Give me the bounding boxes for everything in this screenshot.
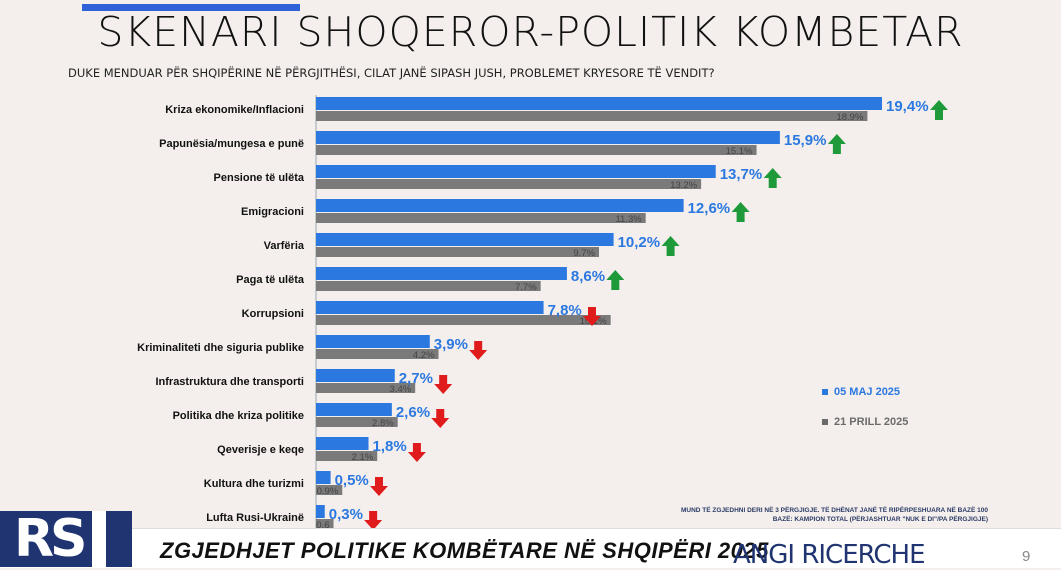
bar-previous	[316, 383, 416, 393]
category-label: Papunësia/mungesa e punë	[159, 138, 304, 150]
bar-chart: Kriza ekonomike/Inflacioni 18.9% 19,4% Papu…	[137, 95, 948, 530]
bar-previous	[316, 145, 757, 155]
bar-current	[316, 471, 331, 484]
data-label-current: 2,7%	[399, 370, 433, 387]
data-label-current: 19,4%	[886, 98, 929, 115]
bar-current	[316, 301, 544, 314]
bar-current	[316, 437, 369, 450]
trend-up-arrow-icon	[606, 270, 625, 290]
bar-current	[316, 131, 780, 144]
trend-down-arrow-icon	[364, 511, 383, 530]
bar-previous	[316, 179, 702, 189]
data-label-previous: 4.2%	[413, 350, 435, 361]
bar-previous	[316, 485, 343, 495]
methodology-note-line2: BAZË: KAMPION TOTAL (PËRJASHTUAR "NUK E …	[772, 516, 988, 523]
page-title: SKENARI SHOQEROR-POLITIK KOMBETAR	[97, 8, 964, 56]
bar-current	[316, 369, 395, 382]
category-label: Korrupsioni	[242, 308, 304, 320]
bar-previous	[316, 281, 541, 291]
trend-down-arrow-icon	[582, 307, 601, 326]
data-label-previous: 0.9%	[317, 486, 339, 497]
data-label-previous: 7.7%	[515, 282, 537, 293]
trend-up-arrow-icon	[731, 202, 750, 222]
bar-previous	[316, 315, 611, 325]
bar-current	[316, 267, 567, 280]
bar-previous	[316, 247, 599, 257]
data-label-current: 10,2%	[618, 234, 661, 251]
bar-current	[316, 97, 882, 110]
data-label-current: 0,3%	[329, 506, 363, 523]
data-label-current: 0,5%	[335, 472, 369, 489]
bar-current	[316, 199, 684, 212]
legend-previous-label: 21 PRILL 2025	[834, 416, 909, 428]
data-label-current: 12,6%	[688, 200, 731, 217]
category-label: Politika dhe kriza politike	[173, 410, 304, 422]
footer-title: ZGJEDHJET POLITIKE KOMBËTARE NË SHQIPËRI…	[160, 538, 769, 563]
data-label-current: 1,8%	[373, 438, 407, 455]
data-label-previous: 18.9%	[836, 112, 863, 123]
trend-down-arrow-icon	[369, 477, 388, 496]
category-label: Infrastruktura dhe transporti	[155, 376, 304, 388]
data-label-previous: 3.4%	[390, 384, 412, 395]
category-label: Pensione të ulëta	[214, 172, 305, 184]
trend-down-arrow-icon	[434, 375, 453, 394]
legend-current-swatch	[822, 389, 828, 396]
bar-previous	[316, 519, 334, 529]
bar-previous	[316, 213, 646, 223]
legend-current-label: 05 MAJ 2025	[834, 386, 901, 398]
data-label-current: 15,9%	[784, 132, 827, 149]
legend-previous-swatch	[822, 419, 828, 426]
trend-up-arrow-icon	[827, 134, 846, 154]
legend-current: 05 MAJ 2025	[822, 386, 900, 398]
footer-bar	[0, 528, 1061, 568]
data-label-previous: 13.2%	[670, 180, 697, 191]
trend-up-arrow-icon	[930, 100, 948, 120]
methodology-note-line1: MUND TË ZGJEDHNI DERI NË 3 PËRGJIGJE. TË…	[681, 507, 988, 514]
trend-down-arrow-icon	[469, 341, 488, 360]
data-label-current: 7,8%	[548, 302, 582, 319]
survey-question: DUKE MENDUAR PËR SHQIPËRINE NË PËRGJITHË…	[68, 66, 715, 80]
category-label: Qeverisje e keqe	[217, 444, 304, 456]
bar-current	[316, 165, 716, 178]
rs-logo: RS	[0, 511, 132, 567]
trend-down-arrow-icon	[407, 443, 426, 462]
category-label: Kultura dhe turizmi	[204, 478, 304, 490]
data-label-previous: 2.8%	[372, 418, 394, 429]
bar-current	[316, 233, 614, 246]
trend-up-arrow-icon	[763, 168, 782, 188]
angi-ricerche-logo: ANGI RICERCHE	[733, 540, 926, 570]
data-label-previous: 11.3%	[615, 214, 642, 225]
data-label-current: 2,6%	[396, 404, 430, 421]
bar-current	[316, 335, 430, 348]
page-number: 9	[1022, 548, 1031, 565]
trend-up-arrow-icon	[661, 236, 680, 256]
bar-previous	[316, 349, 439, 359]
bar-current	[316, 403, 392, 416]
data-label-previous: 9.7%	[573, 248, 595, 259]
data-label-previous: 0.6	[316, 520, 329, 530]
category-label: Varfëria	[264, 240, 305, 252]
category-label: Kriza ekonomike/Inflacioni	[165, 104, 304, 116]
bar-previous	[316, 451, 378, 461]
legend-previous: 21 PRILL 2025	[822, 416, 908, 428]
data-label-current: 8,6%	[571, 268, 605, 285]
category-label: Emigracioni	[241, 206, 304, 218]
category-label: Kriminaliteti dhe siguria publike	[137, 342, 304, 354]
bar-previous	[316, 111, 868, 121]
bar-previous	[316, 417, 398, 427]
data-label-previous: 15.1%	[726, 146, 753, 157]
rs-logo-text: RS	[14, 509, 87, 569]
category-label: Paga të ulëta	[236, 274, 305, 286]
methodology-note: MUND TË ZGJEDHNI DERI NË 3 PËRGJIGJE. TË…	[668, 506, 988, 524]
data-label-current: 13,7%	[720, 166, 763, 183]
bar-current	[316, 505, 325, 518]
data-label-previous: 2.1%	[352, 452, 374, 463]
top-accent-bar	[82, 4, 300, 11]
category-label: Lufta Rusi-Ukrainë	[206, 512, 304, 524]
data-label-current: 3,9%	[434, 336, 468, 353]
trend-down-arrow-icon	[431, 409, 450, 428]
